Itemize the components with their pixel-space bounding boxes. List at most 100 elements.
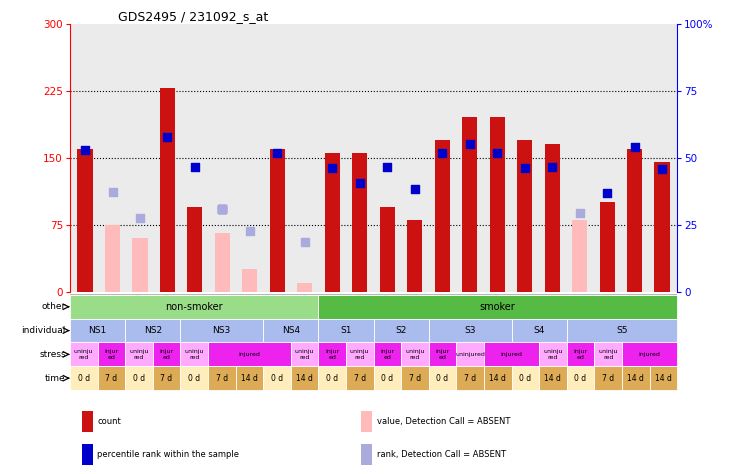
Point (491, 149, 503, 157)
Text: 7 d: 7 d (354, 374, 366, 383)
Bar (180, 319, 263, 342)
Text: 14 d: 14 d (241, 374, 258, 383)
Bar (462, 118, 477, 292)
Text: individual: individual (21, 326, 66, 335)
Text: injured: injured (639, 352, 660, 357)
Text: injur
ed: injur ed (105, 349, 118, 360)
Bar (208, 366, 236, 390)
Point (216, 206, 228, 213)
Text: injur
ed: injur ed (436, 349, 450, 360)
Text: 0 d: 0 d (78, 374, 90, 383)
Bar (318, 342, 346, 366)
Bar (594, 366, 622, 390)
Text: smoker: smoker (480, 302, 516, 312)
Text: 0 d: 0 d (436, 374, 448, 383)
Text: 0 d: 0 d (188, 374, 200, 383)
Bar (82, 411, 93, 432)
Text: uninju
red: uninju red (74, 349, 93, 360)
Bar (567, 366, 594, 390)
Bar (539, 366, 567, 390)
Text: injured: injured (500, 352, 523, 357)
Bar (353, 153, 367, 292)
Text: GDS2495 / 231092_s_at: GDS2495 / 231092_s_at (118, 9, 269, 23)
Text: injured: injured (238, 352, 261, 357)
Text: uninju
red: uninju red (350, 349, 369, 360)
Bar (594, 342, 622, 366)
Bar (318, 319, 373, 342)
Text: 7 d: 7 d (464, 374, 476, 383)
Point (107, 188, 118, 195)
Bar (380, 207, 394, 292)
Text: non-smoker: non-smoker (166, 302, 223, 312)
Point (629, 143, 640, 151)
Bar (361, 411, 372, 432)
Bar (654, 162, 670, 292)
Text: NS1: NS1 (88, 326, 107, 335)
Bar (132, 238, 147, 292)
Bar (188, 207, 202, 292)
Bar (236, 366, 263, 390)
Bar (649, 366, 677, 390)
Bar (539, 342, 567, 366)
Bar (70, 295, 318, 319)
Bar (428, 319, 512, 342)
Text: count: count (97, 417, 121, 426)
Bar (512, 366, 539, 390)
Point (381, 163, 393, 170)
Bar (428, 366, 456, 390)
Text: uninju
red: uninju red (185, 349, 204, 360)
Text: 14 d: 14 d (489, 374, 506, 383)
Bar (622, 342, 677, 366)
Bar (125, 366, 153, 390)
Text: other: other (41, 302, 66, 311)
Point (244, 227, 256, 235)
Bar (297, 283, 312, 292)
Bar (180, 342, 208, 366)
Bar (346, 366, 374, 390)
Bar (270, 149, 285, 292)
Point (299, 238, 311, 246)
Bar (160, 88, 175, 292)
Bar (242, 269, 258, 292)
Text: injur
ed: injur ed (325, 349, 339, 360)
Point (272, 149, 283, 157)
Bar (263, 319, 318, 342)
Text: 7 d: 7 d (409, 374, 421, 383)
Bar (318, 295, 677, 319)
Bar (627, 149, 642, 292)
Text: 14 d: 14 d (627, 374, 644, 383)
Text: 7 d: 7 d (105, 374, 117, 383)
Text: S3: S3 (464, 326, 476, 335)
Point (519, 164, 531, 172)
Text: 7 d: 7 d (160, 374, 172, 383)
Bar (428, 342, 456, 366)
Bar (567, 319, 677, 342)
Point (189, 163, 201, 170)
Text: uninjured: uninjured (455, 352, 485, 357)
Bar (373, 366, 401, 390)
Bar (456, 342, 484, 366)
Bar (567, 342, 594, 366)
Bar (512, 319, 567, 342)
Bar (153, 342, 180, 366)
Text: 0 d: 0 d (133, 374, 145, 383)
Bar (517, 140, 532, 292)
Bar (484, 366, 512, 390)
Bar (208, 342, 291, 366)
Text: 7 d: 7 d (216, 374, 227, 383)
Text: 14 d: 14 d (655, 374, 672, 383)
Bar (600, 202, 615, 292)
Point (79, 146, 91, 154)
Bar (361, 444, 372, 465)
Text: rank, Detection Call = ABSENT: rank, Detection Call = ABSENT (377, 450, 506, 459)
Text: uninju
red: uninju red (295, 349, 314, 360)
Point (134, 215, 146, 222)
Bar (125, 342, 153, 366)
Text: S2: S2 (395, 326, 407, 335)
Bar (318, 366, 346, 390)
Bar (373, 342, 401, 366)
Bar (545, 144, 559, 292)
Text: S1: S1 (340, 326, 352, 335)
Text: injur
ed: injur ed (160, 349, 174, 360)
Bar (215, 234, 230, 292)
